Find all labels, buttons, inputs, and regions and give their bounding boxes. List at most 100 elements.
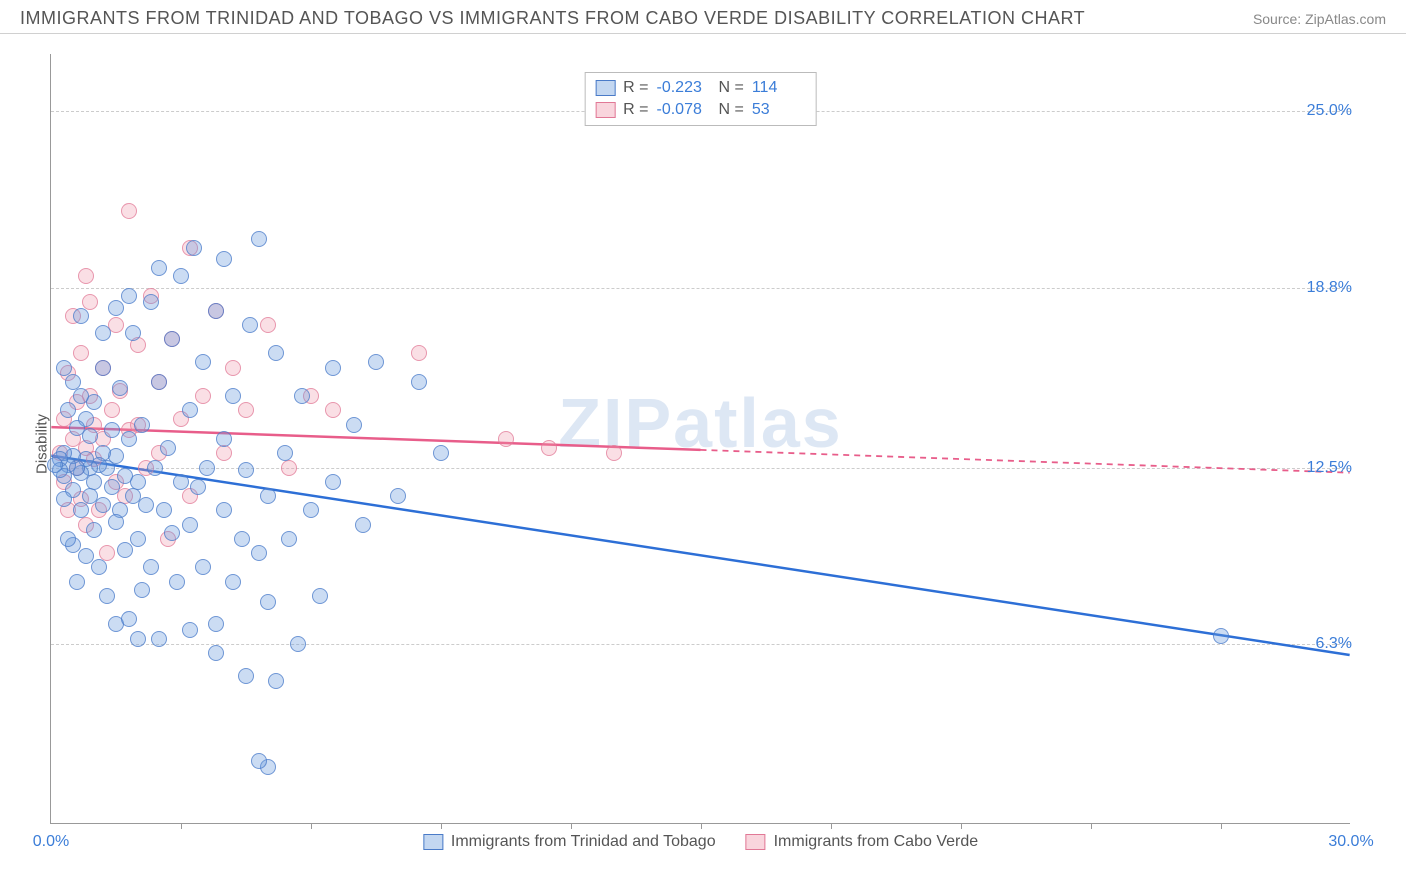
gridline bbox=[51, 644, 1350, 645]
data-point bbox=[234, 531, 250, 547]
y-tick-label: 18.8% bbox=[1307, 279, 1352, 297]
swatch-pink-icon bbox=[746, 834, 766, 850]
data-point bbox=[208, 616, 224, 632]
x-tick bbox=[571, 823, 572, 829]
data-point bbox=[156, 502, 172, 518]
data-point bbox=[238, 462, 254, 478]
data-point bbox=[99, 588, 115, 604]
data-point bbox=[260, 317, 276, 333]
data-point bbox=[225, 574, 241, 590]
x-tick bbox=[1221, 823, 1222, 829]
data-point bbox=[121, 611, 137, 627]
data-point bbox=[216, 431, 232, 447]
r-label: R = bbox=[623, 79, 648, 97]
data-point bbox=[78, 548, 94, 564]
watermark: ZIPatlas bbox=[558, 383, 842, 463]
data-point bbox=[303, 502, 319, 518]
data-point bbox=[121, 431, 137, 447]
r-value-2: -0.078 bbox=[657, 101, 711, 119]
data-point bbox=[195, 559, 211, 575]
data-point bbox=[186, 240, 202, 256]
data-point bbox=[73, 388, 89, 404]
data-point bbox=[433, 445, 449, 461]
x-tick bbox=[831, 823, 832, 829]
data-point bbox=[268, 345, 284, 361]
data-point bbox=[56, 491, 72, 507]
data-point bbox=[238, 402, 254, 418]
data-point bbox=[69, 420, 85, 436]
data-point bbox=[95, 360, 111, 376]
data-point bbox=[225, 388, 241, 404]
gridline bbox=[51, 288, 1350, 289]
data-point bbox=[199, 460, 215, 476]
data-point bbox=[86, 522, 102, 538]
data-point bbox=[73, 345, 89, 361]
data-point bbox=[195, 388, 211, 404]
data-point bbox=[69, 574, 85, 590]
data-point bbox=[277, 445, 293, 461]
data-point bbox=[541, 440, 557, 456]
data-point bbox=[99, 545, 115, 561]
data-point bbox=[143, 559, 159, 575]
data-point bbox=[151, 631, 167, 647]
chart-container: Disability ZIPatlas R = -0.223 N = 114 R… bbox=[0, 34, 1406, 854]
data-point bbox=[73, 308, 89, 324]
data-point bbox=[260, 594, 276, 610]
data-point bbox=[190, 479, 206, 495]
correlation-legend: R = -0.223 N = 114 R = -0.078 N = 53 bbox=[584, 72, 817, 126]
swatch-blue-icon bbox=[423, 834, 443, 850]
source-attribution: Source: ZipAtlas.com bbox=[1253, 11, 1386, 27]
data-point bbox=[169, 574, 185, 590]
data-point bbox=[325, 474, 341, 490]
data-point bbox=[73, 502, 89, 518]
data-point bbox=[216, 445, 232, 461]
x-tick bbox=[701, 823, 702, 829]
data-point bbox=[242, 317, 258, 333]
data-point bbox=[173, 268, 189, 284]
data-point bbox=[164, 525, 180, 541]
data-point bbox=[143, 294, 159, 310]
data-point bbox=[121, 203, 137, 219]
data-point bbox=[108, 514, 124, 530]
data-point bbox=[130, 531, 146, 547]
x-tick bbox=[441, 823, 442, 829]
r-value-1: -0.223 bbox=[657, 79, 711, 97]
data-point bbox=[1213, 628, 1229, 644]
data-point bbox=[268, 673, 284, 689]
data-point bbox=[125, 488, 141, 504]
data-point bbox=[238, 668, 254, 684]
data-point bbox=[117, 542, 133, 558]
n-value-2: 53 bbox=[752, 101, 806, 119]
data-point bbox=[104, 402, 120, 418]
data-point bbox=[325, 402, 341, 418]
chart-header: IMMIGRANTS FROM TRINIDAD AND TOBAGO VS I… bbox=[0, 0, 1406, 34]
data-point bbox=[91, 559, 107, 575]
data-point bbox=[108, 300, 124, 316]
data-point bbox=[134, 417, 150, 433]
series-1-name: Immigrants from Trinidad and Tobago bbox=[451, 833, 716, 851]
data-point bbox=[225, 360, 241, 376]
data-point bbox=[411, 374, 427, 390]
data-point bbox=[160, 440, 176, 456]
data-point bbox=[312, 588, 328, 604]
data-point bbox=[151, 260, 167, 276]
data-point bbox=[281, 460, 297, 476]
data-point bbox=[251, 231, 267, 247]
x-tick bbox=[181, 823, 182, 829]
data-point bbox=[325, 360, 341, 376]
data-point bbox=[117, 468, 133, 484]
x-tick-label: 0.0% bbox=[33, 833, 69, 851]
data-point bbox=[164, 331, 180, 347]
series-legend: Immigrants from Trinidad and Tobago Immi… bbox=[423, 833, 978, 851]
swatch-pink-icon bbox=[595, 102, 615, 118]
regression-lines-layer bbox=[51, 54, 1350, 823]
data-point bbox=[82, 488, 98, 504]
legend-row-series1: R = -0.223 N = 114 bbox=[595, 77, 806, 99]
y-tick-label: 25.0% bbox=[1307, 102, 1352, 120]
data-point bbox=[208, 303, 224, 319]
legend-item-2: Immigrants from Cabo Verde bbox=[746, 833, 979, 851]
x-tick bbox=[961, 823, 962, 829]
data-point bbox=[208, 645, 224, 661]
data-point bbox=[134, 582, 150, 598]
data-point bbox=[151, 374, 167, 390]
